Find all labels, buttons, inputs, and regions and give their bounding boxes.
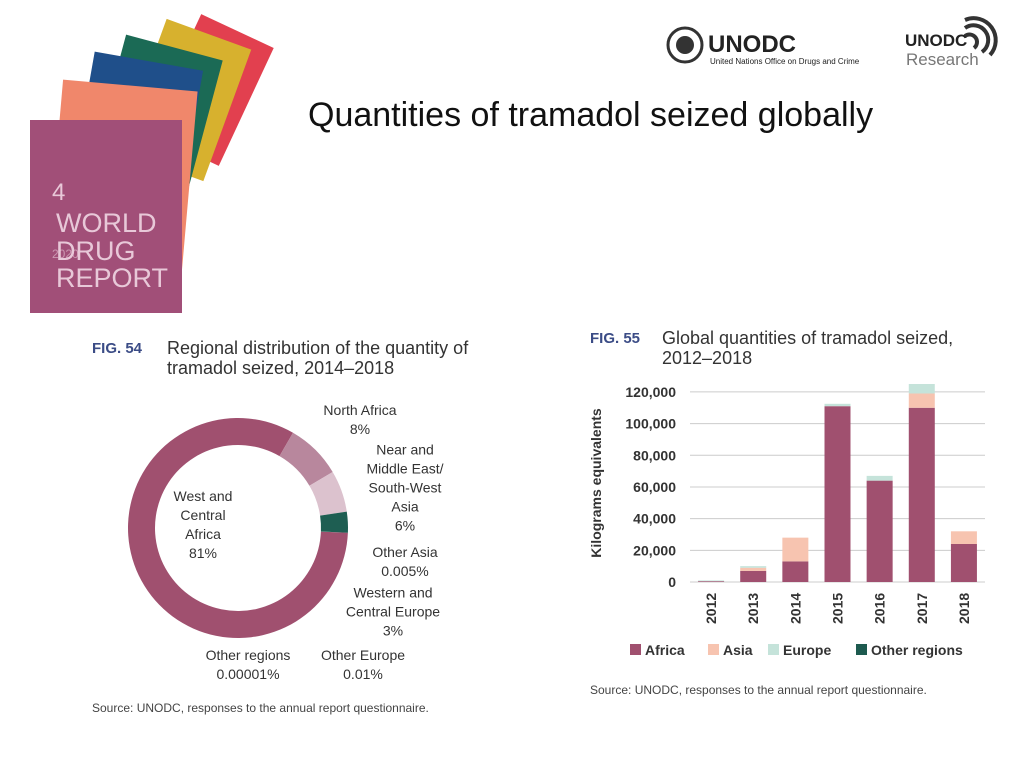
value-label: 8% [349, 421, 371, 437]
research-icon [963, 16, 998, 57]
category-label: Near and Middle East/ South-West Asia [366, 441, 444, 515]
figure-title: Global quantities of tramadol seized, 20… [662, 328, 954, 368]
bar-segment [908, 393, 935, 408]
category-label: Western and Central Europe [345, 584, 441, 620]
legend-label: Other regions [871, 642, 963, 658]
bar-segment [824, 403, 851, 407]
un-emblem [676, 36, 694, 54]
donut-label: Western and Central Europe 3% [333, 584, 453, 641]
bar-segment [740, 566, 767, 568]
bar-segment [824, 406, 851, 582]
y-axis-title: Kilograms equivalents [588, 408, 604, 558]
bar-segment [698, 580, 725, 582]
legend-swatch [708, 644, 719, 655]
figure-number: FIG. 54 [92, 340, 143, 357]
category-label: Other Asia [372, 544, 438, 560]
x-tick-label: 2015 [830, 593, 846, 624]
figure-title: Regional distribution of the quantity of… [167, 338, 469, 378]
bar-segment [950, 543, 977, 582]
legend-label: Europe [783, 642, 831, 658]
legend-swatch [630, 644, 641, 655]
bar-segment [866, 480, 893, 582]
category-label: Other regions [205, 647, 291, 663]
bar-segment [950, 531, 977, 544]
x-tick-label: 2013 [745, 593, 761, 624]
bar-segment [782, 537, 809, 562]
donut-slice [309, 471, 347, 516]
donut-label: West and Central Africa 81% [163, 487, 243, 563]
bar-segment [866, 475, 893, 481]
source-note: Source: UNODC, responses to the annual r… [590, 683, 927, 697]
legend-label: Africa [645, 642, 685, 658]
bar-segment [782, 561, 809, 582]
x-tick-label: 2016 [872, 593, 888, 624]
bar-segment [908, 407, 935, 582]
bar-segment [698, 581, 725, 582]
donut-slice [279, 432, 333, 486]
donut-label: Other Asia 0.005% [350, 543, 460, 581]
donut-slice [320, 531, 348, 533]
logo-text: Research [906, 50, 979, 69]
donut-label: Near and Middle East/ South-West Asia 6% [355, 441, 455, 536]
cover-chapter: 4 [52, 179, 65, 206]
donut-slice [320, 511, 347, 516]
y-tick-label: 120,000 [625, 384, 676, 400]
bar-segment [740, 570, 767, 582]
donut-label: Other Europe 0.01% [308, 646, 418, 684]
logo-text: UNODC [708, 31, 796, 58]
value-label: 0.00001% [216, 666, 280, 682]
y-tick-label: 20,000 [633, 542, 676, 558]
category-label: West and Central Africa [173, 488, 233, 542]
legend-label: Asia [723, 642, 753, 658]
logo-text: UNODC [905, 31, 967, 50]
y-tick-label: 0 [668, 574, 676, 590]
un-emblem [666, 26, 704, 64]
donut-label: North Africa 8% [305, 401, 415, 439]
cover-title: WORLD [56, 208, 157, 238]
donut-slice [320, 511, 348, 533]
y-tick-label: 100,000 [625, 416, 676, 432]
cover-front [30, 120, 182, 313]
value-label: 3% [382, 622, 404, 639]
x-tick-label: 2012 [703, 593, 719, 624]
book-covers: 4 2020 WORLD DRUG REPORT [30, 14, 274, 313]
bar-segment [908, 384, 935, 394]
value-label: 0.01% [343, 666, 383, 682]
source-note: Source: UNODC, responses to the annual r… [92, 701, 429, 715]
value-label: 6% [394, 517, 416, 534]
figure-number: FIG. 55 [590, 330, 641, 347]
category-label: Other Europe [320, 647, 406, 663]
y-tick-label: 60,000 [633, 479, 676, 495]
legend-swatch [856, 644, 867, 655]
value-label: 0.005% [381, 563, 429, 579]
bar-segment [740, 567, 767, 571]
y-tick-label: 40,000 [633, 511, 676, 527]
legend-swatch [768, 644, 779, 655]
slide-title: Quantities of tramadol seized globally [308, 96, 874, 134]
cover-title: DRUG [56, 236, 136, 266]
logo-subtitle: United Nations Office on Drugs and Crime [710, 57, 860, 66]
donut-slice [320, 531, 348, 533]
value-label: 81% [188, 545, 218, 561]
x-tick-label: 2014 [787, 593, 803, 624]
x-tick-label: 2017 [914, 593, 930, 624]
x-tick-label: 2018 [956, 593, 972, 624]
donut-label: Other regions 0.00001% [193, 646, 303, 684]
y-tick-label: 80,000 [633, 447, 676, 463]
cover-title: REPORT [56, 263, 168, 293]
cover-year: 2020 [52, 247, 79, 261]
category-label: North Africa [323, 402, 397, 418]
